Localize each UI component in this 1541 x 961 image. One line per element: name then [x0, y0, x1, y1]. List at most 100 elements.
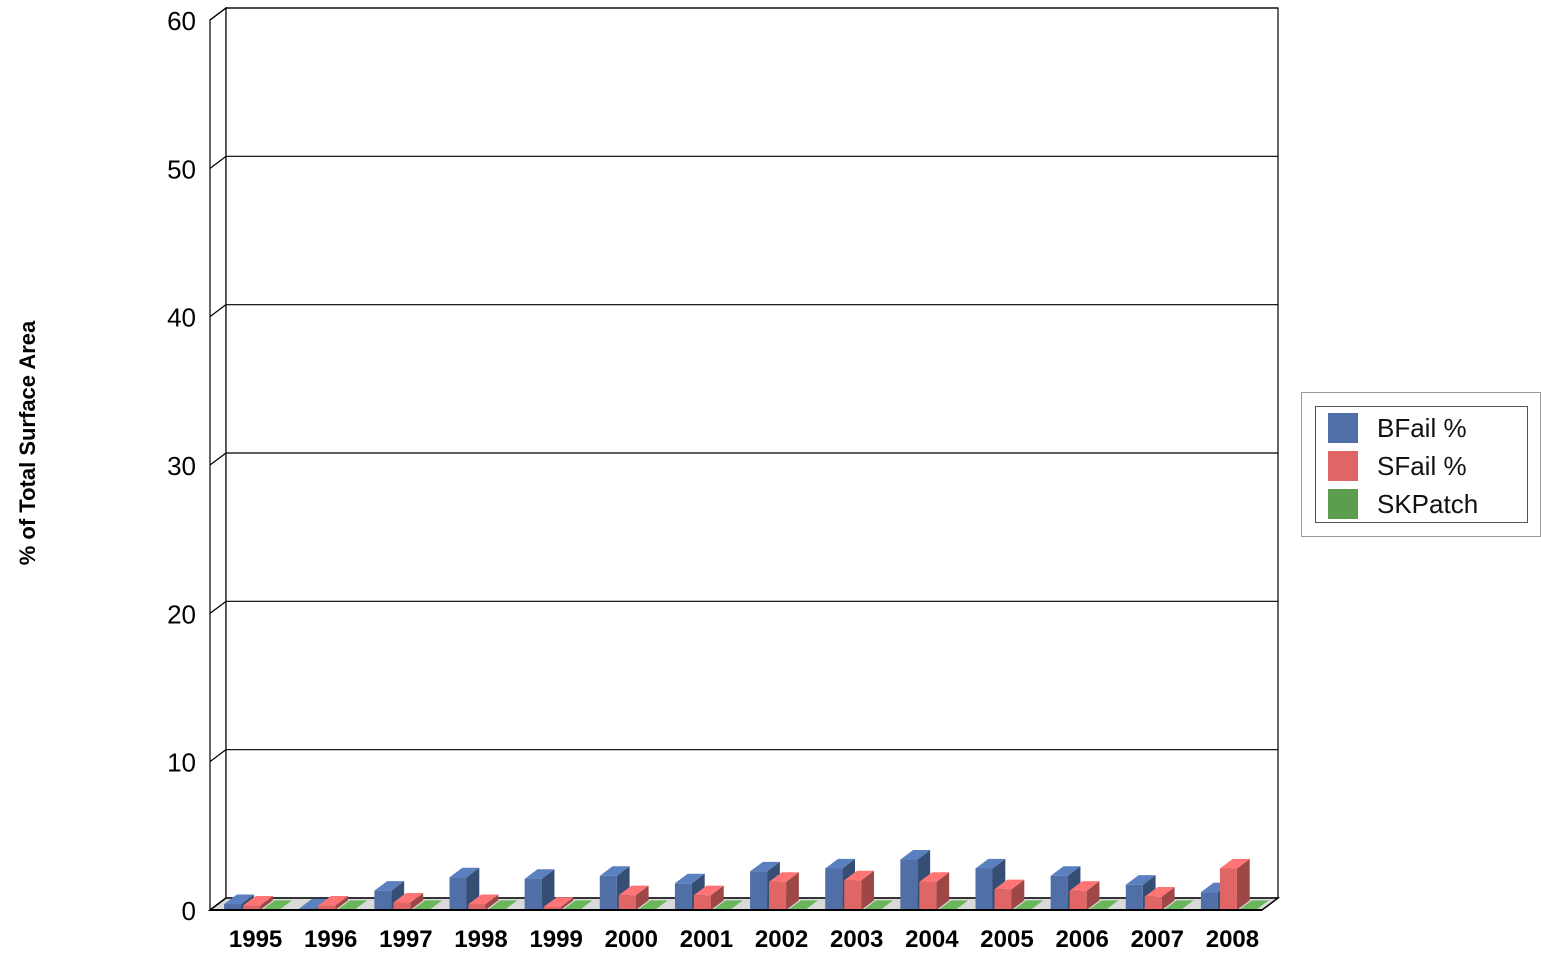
bar-top	[618, 885, 649, 896]
bar-top	[712, 900, 743, 910]
bar-top	[637, 900, 668, 910]
bar-top	[374, 881, 405, 891]
bar-top	[1219, 858, 1250, 869]
bar-top	[788, 900, 818, 910]
bar	[468, 904, 486, 910]
y-tick-label: 40	[167, 303, 196, 333]
floor	[207, 897, 1281, 911]
bar	[243, 905, 261, 910]
bar	[543, 907, 561, 910]
legend-swatch-skpatch	[1328, 489, 1358, 519]
bar	[994, 889, 1012, 910]
y-tick-label: 10	[167, 748, 196, 778]
bar-top	[318, 895, 349, 906]
x-tick-label: 2008	[1206, 926, 1259, 953]
bar-top	[863, 900, 894, 910]
bar-top	[919, 872, 950, 882]
bar-top	[412, 900, 443, 910]
y-tick-label: 60	[167, 6, 196, 36]
legend-swatch-bfail	[1328, 413, 1358, 443]
bar	[224, 904, 242, 910]
bar-top	[337, 900, 368, 910]
gridline-side	[209, 155, 227, 169]
bar-top	[543, 897, 574, 908]
bar	[975, 868, 993, 910]
x-tick-label: 2004	[905, 926, 959, 953]
gridline-side	[209, 749, 227, 763]
bar-top	[693, 885, 724, 896]
legend-item-skpatch: SKPatch	[1328, 488, 1478, 520]
bar-side	[560, 897, 574, 910]
y-tick-label: 50	[167, 154, 196, 184]
bar-top	[262, 900, 292, 910]
bar	[393, 902, 411, 910]
x-tick-label: 2006	[1055, 926, 1108, 953]
bar-side	[936, 872, 950, 910]
legend-label-sfail: SFail %	[1377, 450, 1467, 481]
bar	[900, 859, 918, 910]
legend-label-skpatch: SKPatch	[1377, 488, 1479, 519]
bar	[919, 881, 937, 910]
y-tick-label: 20	[167, 599, 196, 629]
bar-top	[468, 894, 499, 905]
x-tick-label: 1995	[229, 926, 282, 953]
bar-side	[1236, 858, 1250, 910]
bar	[618, 895, 636, 910]
bar-top	[1013, 900, 1044, 910]
bar-top	[769, 872, 799, 882]
bar	[750, 871, 768, 910]
bar-top	[299, 898, 330, 909]
bar-top	[1088, 900, 1119, 910]
bar	[1050, 875, 1068, 910]
bar-side	[260, 895, 273, 910]
bar-top	[975, 858, 1006, 869]
legend: BFail % SFail % SKPatch	[1301, 392, 1541, 537]
bar-side	[786, 872, 799, 910]
bar	[599, 875, 617, 910]
bar-top	[243, 895, 273, 906]
bar-side	[485, 894, 499, 910]
bar-side	[335, 895, 349, 910]
y-tick-label: 30	[167, 451, 196, 481]
bar-top	[487, 900, 518, 910]
bar-top	[994, 879, 1025, 890]
x-tick-label: 1996	[304, 926, 357, 953]
legend-item-bfail: BFail %	[1328, 412, 1467, 444]
bar-side	[710, 885, 724, 910]
bar-top	[599, 866, 630, 876]
x-tick-label: 1997	[379, 926, 432, 953]
legend-inner: BFail % SFail % SKPatch	[1315, 406, 1528, 523]
legend-swatch-sfail	[1328, 451, 1358, 481]
bar-side	[1011, 879, 1025, 910]
bar-top	[1069, 881, 1100, 891]
x-tick-label: 2003	[830, 926, 883, 953]
bar-top	[674, 873, 705, 884]
x-tick-label: 1998	[454, 926, 507, 953]
bar	[825, 868, 843, 910]
bar	[318, 905, 336, 910]
gridline-side	[209, 600, 227, 614]
bar-top	[1163, 900, 1194, 910]
bar	[769, 881, 787, 910]
bar-side	[541, 869, 555, 910]
bar-top	[524, 869, 555, 879]
x-tick-label: 2002	[755, 926, 808, 953]
bar-side	[410, 892, 424, 910]
bar-side	[1086, 881, 1100, 910]
bar-top	[449, 867, 480, 878]
bar	[1219, 868, 1237, 910]
bar	[844, 880, 862, 910]
gridline-side	[209, 452, 227, 466]
x-tick-label: 2007	[1131, 926, 1184, 953]
bar	[693, 895, 711, 910]
y-tick-label: 0	[182, 896, 196, 926]
bar	[374, 890, 392, 910]
bar	[674, 883, 692, 910]
gridline-side	[209, 304, 227, 318]
bar-top	[1050, 866, 1081, 876]
x-tick-label: 2000	[605, 926, 658, 953]
bar-top	[825, 858, 856, 869]
bar-top	[938, 900, 969, 910]
bar-side	[635, 885, 649, 910]
